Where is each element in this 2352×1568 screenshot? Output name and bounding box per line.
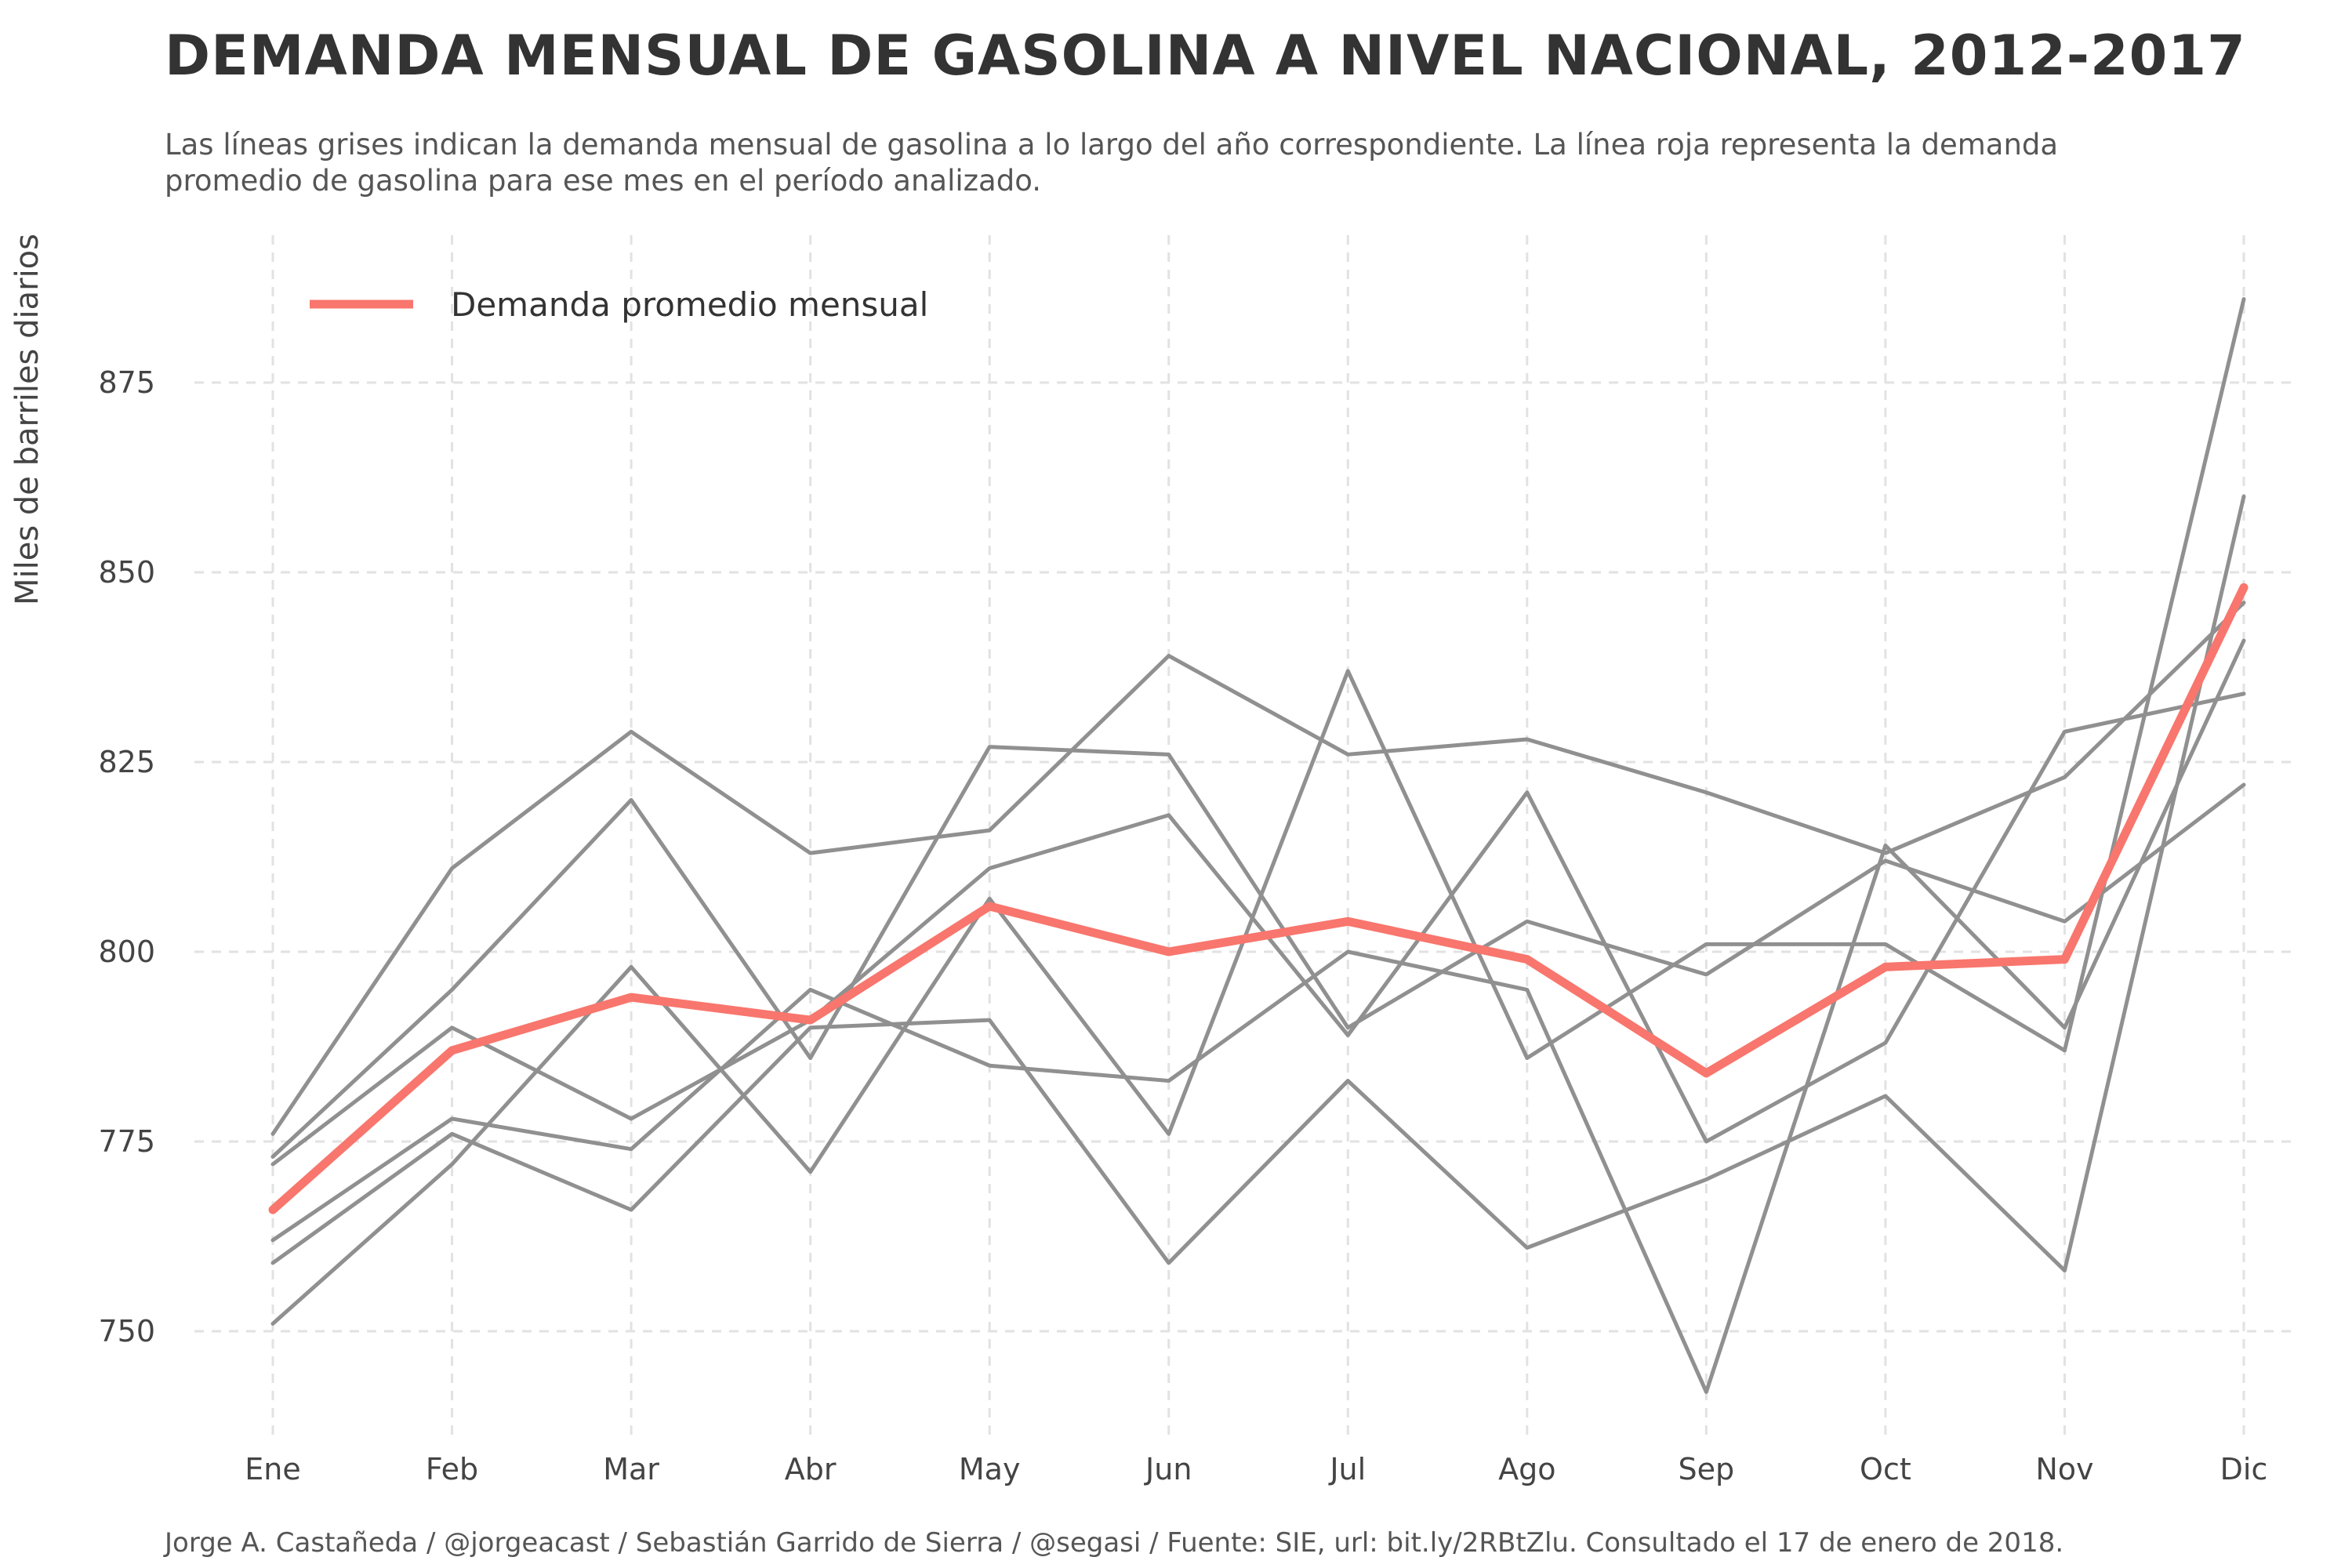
average-series-line bbox=[268, 583, 2249, 1214]
grid-layer bbox=[194, 235, 2297, 1435]
x-tick-label: Jul bbox=[1328, 1452, 1366, 1486]
x-tick-label: Dic bbox=[2220, 1452, 2268, 1486]
chart-caption: Jorge A. Castañeda / @jorgeacast / Sebas… bbox=[165, 1527, 2064, 1559]
year-series-line bbox=[270, 691, 2246, 1167]
y-axis-title: Miles de barriles diarios bbox=[9, 234, 45, 605]
chart-title: DEMANDA MENSUAL DE GASOLINA A NIVEL NACI… bbox=[165, 24, 2246, 88]
x-tick-label: Mar bbox=[603, 1452, 659, 1486]
legend: Demanda promedio mensual bbox=[310, 285, 928, 324]
chart-subtitle: Las líneas grises indican la demanda men… bbox=[165, 128, 2059, 198]
y-tick-label: 825 bbox=[98, 745, 155, 779]
x-tick-label: Sep bbox=[1679, 1452, 1735, 1486]
y-tick-label: 800 bbox=[98, 935, 155, 969]
x-tick-label: May bbox=[959, 1452, 1021, 1486]
x-tick-label: Nov bbox=[2035, 1452, 2093, 1486]
y-tick-label: 775 bbox=[98, 1124, 155, 1159]
axis-layer: Ene Feb Mar Abr May Jun Jul Ago Sep Oct Nov Dic 750 7… bbox=[98, 365, 2267, 1486]
x-tick-label: Ene bbox=[245, 1452, 300, 1486]
y-tick-label: 850 bbox=[98, 555, 155, 590]
year-series-line bbox=[270, 745, 2246, 1159]
x-tick-label: Feb bbox=[426, 1452, 478, 1486]
y-tick-label: 750 bbox=[98, 1314, 155, 1348]
x-tick-label: Ago bbox=[1498, 1452, 1555, 1486]
year-series-line bbox=[270, 601, 2246, 1136]
x-tick-label: Oct bbox=[1860, 1452, 1911, 1486]
year-series-line bbox=[270, 638, 2246, 1394]
x-tick-label: Jun bbox=[1144, 1452, 1192, 1486]
series-layer bbox=[268, 297, 2249, 1394]
year-series-line bbox=[270, 494, 2246, 1273]
legend-label: Demanda promedio mensual bbox=[451, 285, 928, 324]
y-tick-label: 875 bbox=[98, 365, 155, 400]
x-tick-label: Abr bbox=[785, 1452, 837, 1486]
